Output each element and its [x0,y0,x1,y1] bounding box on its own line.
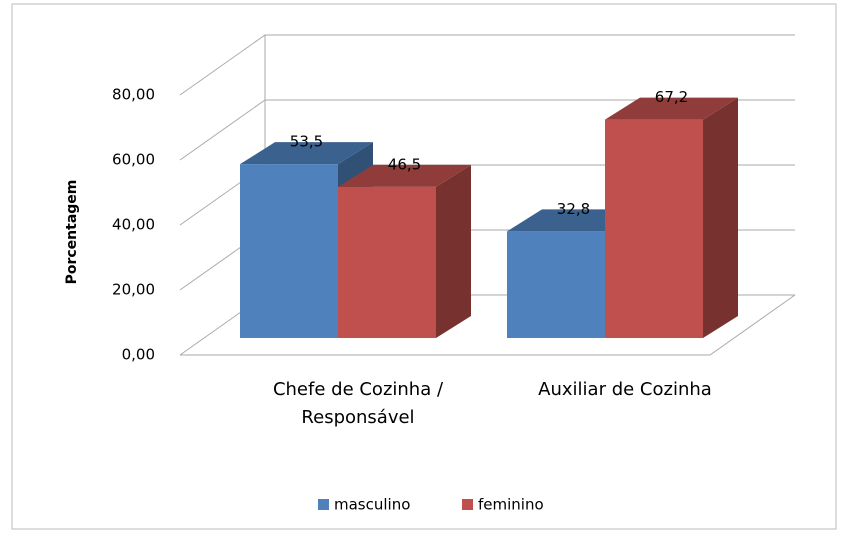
legend-label: masculino [334,496,410,514]
bar-front [605,119,703,338]
legend-swatch [462,499,473,510]
y-tick-label: 20,00 [112,281,155,299]
y-tick-label: 40,00 [112,216,155,234]
y-tick-label: 60,00 [112,151,155,169]
bar-front [338,186,436,338]
bar-top [605,97,738,120]
bar [338,164,471,338]
bar-side [436,164,471,338]
bar-side [703,97,738,338]
floor [180,294,796,356]
y-tick-label: 0,00 [122,346,155,364]
bar [605,97,738,338]
y-tick-label: 80,00 [112,86,155,104]
data-label: 46,5 [388,155,421,173]
grid-line [179,34,795,96]
bar-front [507,231,605,338]
legend-label: feminino [478,496,544,514]
x-tick-label: Auxiliar de Cozinha [538,379,712,400]
bar-front [240,164,338,338]
bar-top [240,142,373,165]
legend-swatch [318,499,329,510]
grid-line [179,99,795,161]
y-axis-title: Porcentagem [64,180,80,285]
data-label: 53,5 [290,133,323,151]
bar-top [338,164,471,187]
data-label: 67,2 [655,88,688,106]
x-tick-label: Chefe de Cozinha / Responsável [272,379,444,428]
data-label: 32,8 [557,200,590,218]
